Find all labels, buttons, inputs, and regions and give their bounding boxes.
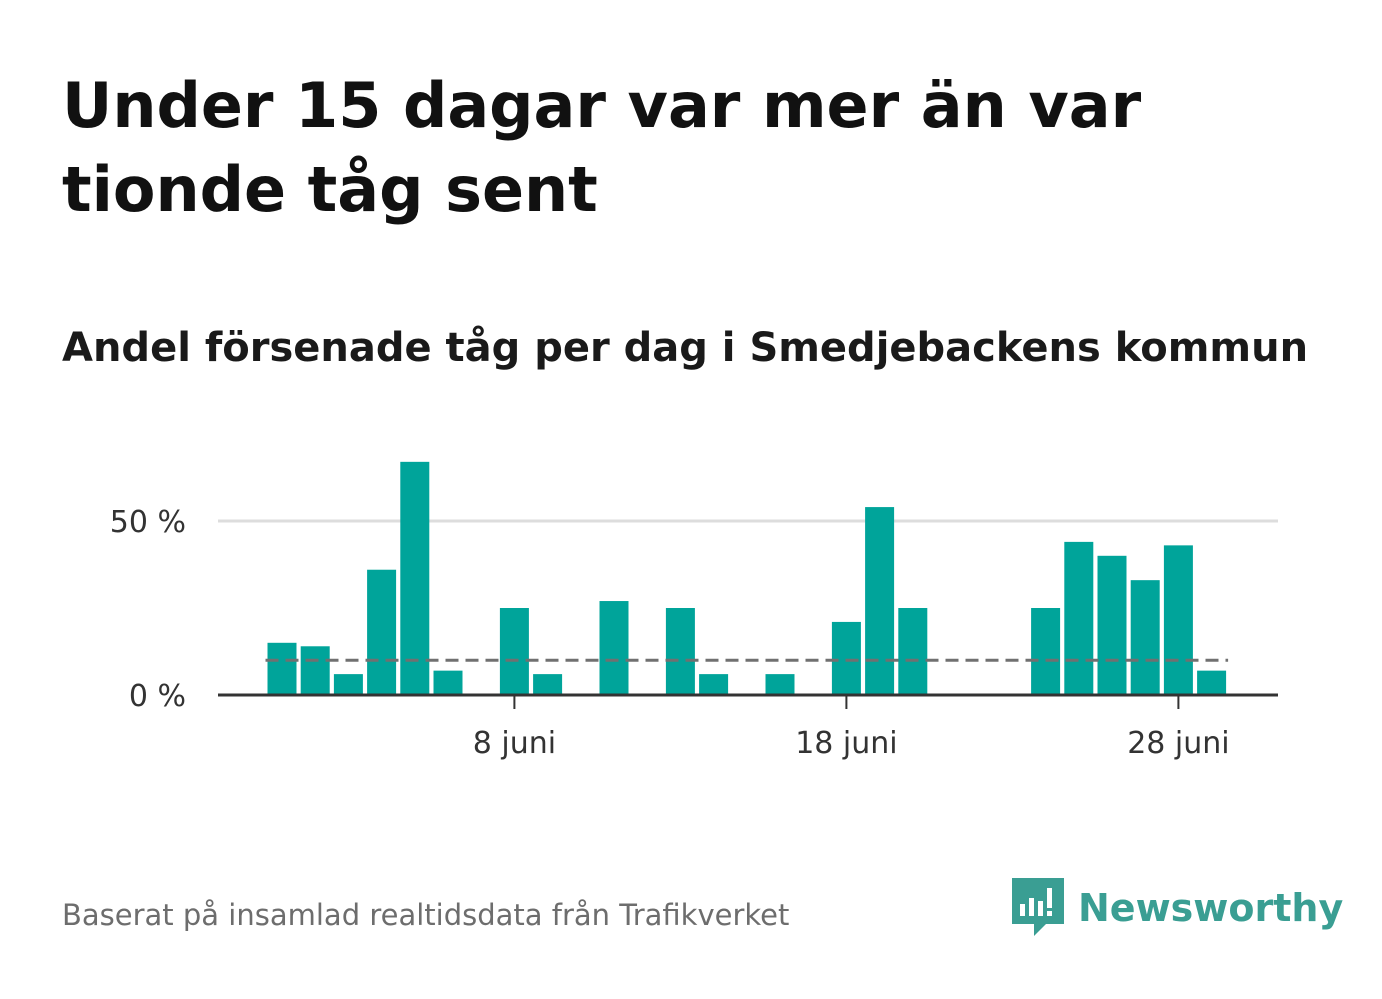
- bar: [765, 674, 795, 695]
- bar: [599, 601, 629, 695]
- bar: [865, 507, 895, 695]
- bar: [665, 608, 695, 695]
- bar: [367, 569, 397, 695]
- x-tick-label: 28 juni: [1127, 726, 1229, 761]
- brand: Newsworthy: [1012, 878, 1343, 938]
- bar: [333, 674, 363, 695]
- bar: [831, 621, 861, 695]
- bar: [699, 674, 729, 695]
- source-note: Baserat på insamlad realtidsdata från Tr…: [62, 898, 790, 932]
- x-tick-label: 8 juni: [473, 726, 556, 761]
- bar: [1163, 545, 1193, 695]
- y-tick-label: 50 %: [110, 505, 186, 540]
- bar: [400, 461, 430, 695]
- bar: [499, 608, 529, 695]
- bar-layer: [267, 461, 1227, 695]
- chart-subtitle: Andel försenade tåg per dag i Smedjeback…: [62, 325, 1309, 371]
- bar: [1197, 670, 1227, 695]
- x-tick-label: 18 juni: [795, 726, 897, 761]
- newsworthy-logo-icon: [1012, 878, 1064, 936]
- bar: [267, 642, 297, 695]
- axis-layer: 0 % 50 % 8 juni 18 juni 28 juni: [110, 505, 1278, 761]
- bar: [1097, 555, 1127, 695]
- bar: [300, 646, 330, 695]
- bar: [1031, 608, 1061, 695]
- chart-title: Under 15 dagar var mer än var tionde tåg…: [62, 69, 1142, 226]
- bar: [1130, 580, 1160, 695]
- bar-chart: 0 % 50 % 8 juni 18 juni 28 juni: [110, 461, 1278, 761]
- brand-name: Newsworthy: [1078, 886, 1344, 930]
- bar: [898, 608, 928, 695]
- bar: [433, 670, 463, 695]
- bar: [1064, 541, 1094, 695]
- bar: [533, 674, 563, 695]
- y-tick-label: 0 %: [129, 679, 186, 714]
